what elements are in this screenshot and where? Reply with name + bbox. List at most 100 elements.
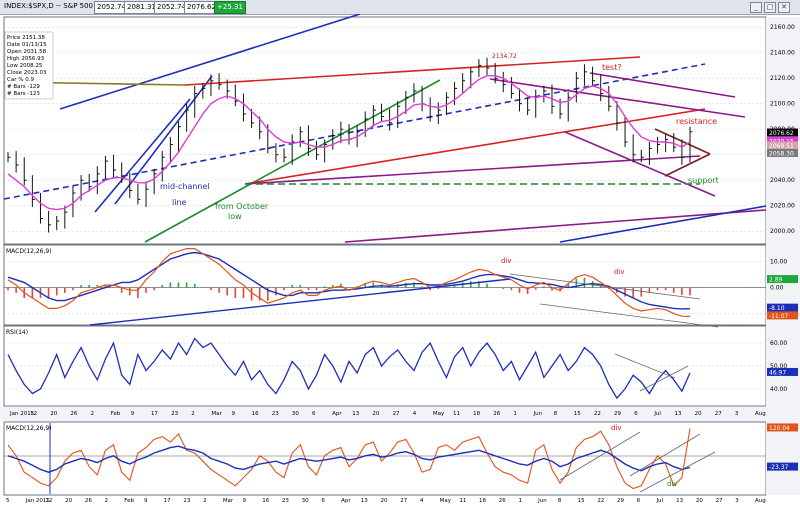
annotation-high-value: 2134.72: [492, 53, 517, 60]
value-badge: [767, 275, 798, 284]
x-tick-label: 8: [558, 498, 562, 504]
y-tick-label: 0.00: [770, 285, 784, 292]
purple-test-line: [589, 72, 736, 98]
macd2-signal-line: [7, 445, 691, 473]
value-badge: [767, 423, 798, 432]
close-icon[interactable]: ✕: [778, 2, 790, 13]
purple-descending-upper: [489, 78, 746, 118]
x-tick-label: 18: [473, 411, 480, 417]
x-tick-label: 30: [292, 411, 299, 417]
trendlines: [3, 14, 767, 243]
rising-channel-upper: [114, 75, 213, 205]
value-badge-label: 2076.62: [769, 130, 794, 137]
purple-support-line: [244, 155, 701, 185]
info-line: Car % 0.9: [7, 77, 34, 83]
x-tick-label: 17: [151, 411, 158, 417]
x-tick-label: 11: [453, 411, 460, 417]
macd-upper-trend: [509, 273, 701, 300]
moving-average-line: [7, 75, 691, 211]
info-box: Price 2151.38 Date 01/13/15 Open 2031.58…: [4, 31, 54, 100]
x-tick-label: 12: [45, 498, 52, 504]
x-tick-label: 27: [400, 498, 407, 504]
macd-line: [7, 248, 691, 317]
annotation-mid-channel: mid-channel: [160, 182, 210, 191]
y-tick-label: 2160.00: [770, 24, 795, 31]
y-tick-label: 10.00: [770, 259, 787, 266]
info-line: Close 2023.03: [7, 70, 47, 76]
x-tick-label: 26: [70, 411, 77, 417]
x-tick-label: 15: [574, 411, 581, 417]
price-scale: [766, 17, 800, 495]
x-tick-label: 20: [695, 411, 702, 417]
x-tick-label: 5: [6, 498, 10, 504]
wedge-top: [654, 128, 711, 155]
x-tick-label: 18: [479, 498, 486, 504]
x-tick-label: 20: [50, 411, 57, 417]
macd-lower-trend: [539, 303, 719, 328]
x-tick-label: 16: [262, 498, 269, 504]
x-tick-label: 22: [597, 498, 604, 504]
axis-labels: 2160.002140.002120.002100.002080.002060.…: [6, 24, 795, 504]
x-tick-label: 12: [30, 411, 37, 417]
rsi-line: [7, 337, 691, 400]
x-tick-label: 6: [634, 411, 638, 417]
x-tick-label: Jun: [533, 411, 543, 417]
value-badge-label: -11.07: [769, 313, 789, 320]
macd2-lines: [7, 428, 691, 490]
value-badge-label: 2.89: [769, 277, 783, 284]
value-badge: [767, 367, 798, 376]
x-tick-label: 9: [131, 411, 135, 417]
rsi-lines: [7, 337, 691, 400]
x-tick-label: Aug: [755, 411, 766, 417]
y-tick-label: 2020.00: [770, 203, 795, 210]
macd2-trend-2: [629, 433, 701, 477]
x-tick-label: 20: [65, 498, 72, 504]
minimize-icon[interactable]: _: [750, 2, 762, 13]
y-tick-label: 60.00: [770, 340, 787, 347]
date-axis-strip: [0, 407, 800, 421]
x-tick-label: 23: [282, 498, 289, 504]
x-tick-label: 13: [676, 498, 683, 504]
value-badge-label: 46.97: [769, 369, 786, 376]
annotation-resistance: resistance: [676, 117, 717, 126]
x-tick-label: 1: [518, 498, 522, 504]
x-tick-label: Apr: [341, 498, 351, 504]
blue-bottom-line: [559, 205, 767, 243]
value-badge: [767, 462, 798, 471]
x-tick-label: 22: [594, 411, 601, 417]
macd2-trend-1: [559, 431, 641, 481]
macd-panel-title: MACD(12,26,9): [6, 248, 52, 255]
x-tick-label: 13: [352, 411, 359, 417]
ohlc-low-field: 2052.74: [154, 1, 189, 14]
macd2-div-label-1: div: [611, 424, 622, 432]
x-tick-label: Apr: [332, 411, 342, 417]
annotation-from-october: from October: [215, 202, 269, 211]
x-tick-label: 20: [696, 498, 703, 504]
x-tick-label: Jan 2015: [9, 411, 35, 417]
info-line: High 2056.93: [7, 56, 45, 62]
x-tick-label: 9: [144, 498, 148, 504]
x-tick-label: 2: [203, 498, 207, 504]
value-badge: [767, 136, 798, 145]
x-tick-label: Aug: [755, 498, 766, 504]
x-tick-label: 3: [735, 498, 739, 504]
info-line: Open 2031.58: [7, 49, 47, 55]
x-tick-label: 26: [493, 411, 500, 417]
red-resistance-upper: [184, 56, 641, 86]
x-tick-label: 23: [171, 411, 178, 417]
macd-panel: [3, 244, 767, 326]
x-tick-label: 26: [85, 498, 92, 504]
macd2-panel: [3, 421, 767, 496]
info-line: # Bars -123: [7, 91, 40, 97]
maximize-icon[interactable]: □: [764, 2, 776, 13]
macd-div-label-2: div: [614, 268, 625, 276]
purple-descending-lower: [564, 131, 716, 197]
x-tick-label: Jul: [653, 411, 661, 417]
x-tick-label: 26: [499, 498, 506, 504]
info-line: Price 2151.38: [7, 35, 45, 41]
rsi-uptrend: [639, 365, 689, 392]
info-line: Date 01/13/15: [7, 42, 47, 48]
x-tick-label: 9: [231, 411, 235, 417]
price-panel: [3, 16, 767, 245]
x-tick-label: 13: [361, 498, 368, 504]
